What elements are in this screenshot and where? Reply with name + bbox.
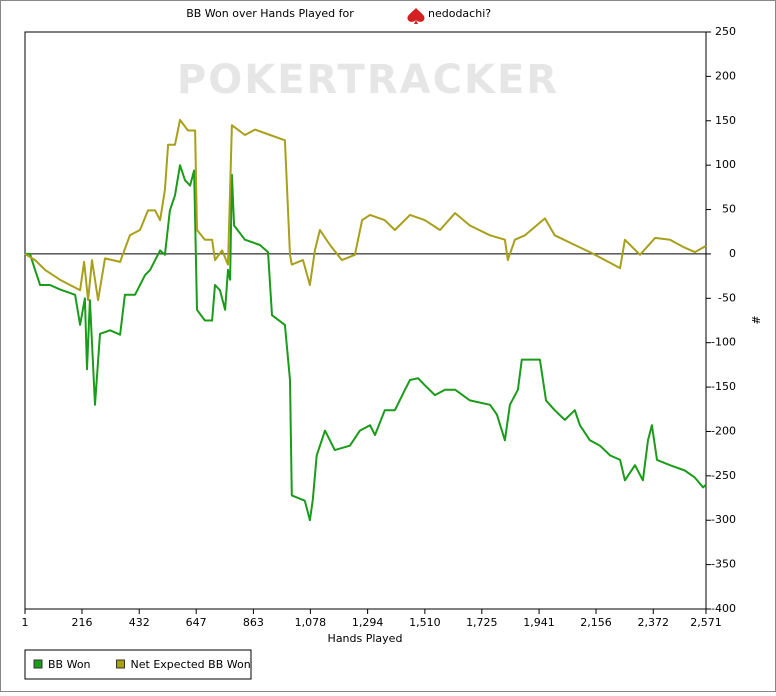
y-tick-label: -350 (711, 558, 736, 571)
x-tick-label: 1,078 (295, 616, 327, 629)
x-tick-label: 1,294 (352, 616, 384, 629)
x-tick-label: 863 (243, 616, 264, 629)
series-line (24, 118, 707, 302)
spade-icon (407, 8, 425, 24)
y-tick-label: -150 (711, 380, 736, 393)
x-tick-label: 216 (71, 616, 92, 629)
legend-label: Net Expected BB Won (131, 658, 251, 671)
legend (24, 649, 252, 680)
y-axis-label: # (749, 315, 762, 324)
player-name: nedodachi? (428, 7, 491, 20)
y-tick-label: -200 (711, 424, 736, 437)
legend-label: BB Won (48, 658, 91, 671)
x-tick-label: 1,725 (466, 616, 498, 629)
y-tick-label: -400 (711, 602, 736, 615)
y-tick-label: -300 (711, 513, 736, 526)
y-tick-label: -50 (718, 291, 736, 304)
x-axis-label: Hands Played (328, 632, 403, 645)
series-line (25, 164, 707, 522)
chart-title: BB Won over Hands Played for (186, 7, 354, 20)
legend-swatch (33, 659, 43, 669)
y-tick-label: 0 (729, 247, 736, 260)
legend-swatch (116, 659, 126, 669)
x-tick-label: 1,510 (409, 616, 441, 629)
y-tick-label: 50 (722, 203, 736, 216)
y-tick-label: 250 (715, 25, 736, 38)
y-tick-label: 150 (715, 114, 736, 127)
y-tick-label: -100 (711, 336, 736, 349)
x-tick-label: 2,571 (690, 616, 722, 629)
watermark: POKERTRACKER (177, 57, 559, 103)
x-tick-label: 2,156 (580, 616, 612, 629)
x-tick-label: 647 (186, 616, 207, 629)
plot-area (24, 31, 707, 610)
y-tick-label: 200 (715, 69, 736, 82)
x-tick-label: 1 (22, 616, 29, 629)
y-tick-label: -250 (711, 469, 736, 482)
x-tick-label: 432 (129, 616, 150, 629)
x-tick-label: 1,941 (523, 616, 555, 629)
y-tick-label: 100 (715, 158, 736, 171)
x-tick-label: 2,372 (638, 616, 670, 629)
